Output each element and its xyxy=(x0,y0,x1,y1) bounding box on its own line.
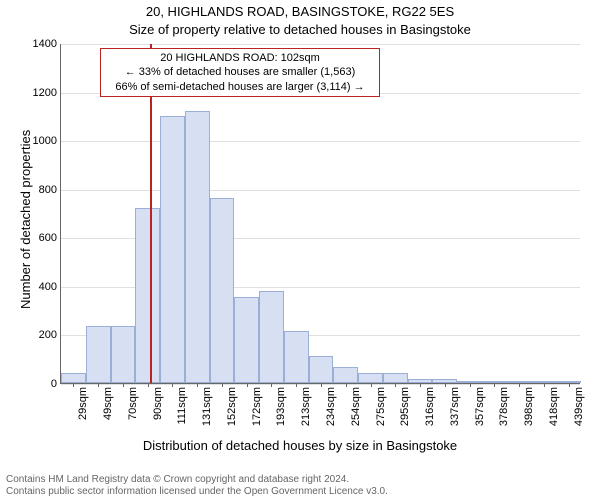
x-tick xyxy=(98,383,99,387)
x-tick-label: 131sqm xyxy=(201,387,213,426)
x-tick-label: 337sqm xyxy=(449,387,461,426)
y-tick-label: 1400 xyxy=(33,38,61,50)
annotation-box: 20 HIGHLANDS ROAD: 102sqm ← 33% of detac… xyxy=(100,48,380,97)
histogram-bar xyxy=(234,297,259,383)
x-tick-label: 275sqm xyxy=(375,387,387,426)
annotation-line: 66% of semi-detached houses are larger (… xyxy=(105,80,375,94)
y-tick-label: 600 xyxy=(39,232,61,244)
x-tick xyxy=(494,383,495,387)
footer-line: Contains public sector information licen… xyxy=(6,486,594,498)
x-tick-label: 439sqm xyxy=(573,387,585,426)
x-tick xyxy=(420,383,421,387)
annotation-line: ← 33% of detached houses are smaller (1,… xyxy=(105,65,375,79)
chart-title-line2: Size of property relative to detached ho… xyxy=(0,22,600,37)
footer-line: Contains HM Land Registry data © Crown c… xyxy=(6,474,594,486)
histogram-bar xyxy=(61,373,86,383)
footer-text: Contains HM Land Registry data © Crown c… xyxy=(6,474,594,498)
x-tick xyxy=(296,383,297,387)
x-tick-label: 378sqm xyxy=(498,387,510,426)
x-tick-label: 213sqm xyxy=(300,387,312,426)
y-tick-label: 800 xyxy=(39,184,61,196)
histogram-bar xyxy=(383,373,408,383)
chart-title-line1: 20, HIGHLANDS ROAD, BASINGSTOKE, RG22 5E… xyxy=(0,4,600,19)
x-tick xyxy=(73,383,74,387)
histogram-bar xyxy=(259,291,284,383)
y-tick-label: 400 xyxy=(39,281,61,293)
x-tick-label: 90sqm xyxy=(152,387,164,420)
histogram-bar xyxy=(358,373,383,383)
x-tick xyxy=(197,383,198,387)
histogram-bar xyxy=(309,356,334,383)
histogram-bar xyxy=(86,326,111,383)
histogram-bar xyxy=(135,208,160,383)
x-tick xyxy=(123,383,124,387)
histogram-bar xyxy=(210,198,235,383)
grid-line xyxy=(61,44,580,45)
x-tick xyxy=(395,383,396,387)
x-tick xyxy=(321,383,322,387)
x-tick-label: 357sqm xyxy=(474,387,486,426)
y-tick-label: 1200 xyxy=(33,87,61,99)
x-tick xyxy=(470,383,471,387)
x-tick-label: 111sqm xyxy=(176,387,188,425)
x-tick-label: 295sqm xyxy=(399,387,411,426)
grid-line xyxy=(61,190,580,191)
x-tick-label: 49sqm xyxy=(102,387,114,420)
chart-container: 20, HIGHLANDS ROAD, BASINGSTOKE, RG22 5E… xyxy=(0,0,600,500)
x-tick xyxy=(371,383,372,387)
x-tick xyxy=(172,383,173,387)
histogram-bar xyxy=(160,116,185,383)
annotation-line: 20 HIGHLANDS ROAD: 102sqm xyxy=(105,51,375,65)
x-tick xyxy=(445,383,446,387)
x-tick xyxy=(519,383,520,387)
x-tick xyxy=(346,383,347,387)
grid-line xyxy=(61,141,580,142)
histogram-bar xyxy=(185,111,210,383)
histogram-bar xyxy=(111,326,136,383)
x-tick-label: 418sqm xyxy=(548,387,560,426)
histogram-bar xyxy=(284,331,309,383)
x-tick xyxy=(271,383,272,387)
x-tick xyxy=(148,383,149,387)
x-tick-label: 193sqm xyxy=(275,387,287,426)
x-tick-label: 172sqm xyxy=(251,387,263,426)
x-tick-label: 234sqm xyxy=(325,387,337,426)
x-axis-label: Distribution of detached houses by size … xyxy=(0,438,600,453)
y-axis-label: Number of detached properties xyxy=(18,130,33,309)
y-tick-label: 1000 xyxy=(33,135,61,147)
y-tick-label: 0 xyxy=(51,378,61,390)
histogram-bar xyxy=(333,367,358,383)
x-tick-label: 398sqm xyxy=(523,387,535,426)
x-tick xyxy=(569,383,570,387)
y-tick-label: 200 xyxy=(39,329,61,341)
x-tick-label: 152sqm xyxy=(226,387,238,426)
x-tick xyxy=(544,383,545,387)
x-tick-label: 254sqm xyxy=(350,387,362,426)
x-tick xyxy=(222,383,223,387)
x-tick xyxy=(247,383,248,387)
x-tick-label: 29sqm xyxy=(77,387,89,420)
x-tick-label: 316sqm xyxy=(424,387,436,426)
x-tick-label: 70sqm xyxy=(127,387,139,420)
